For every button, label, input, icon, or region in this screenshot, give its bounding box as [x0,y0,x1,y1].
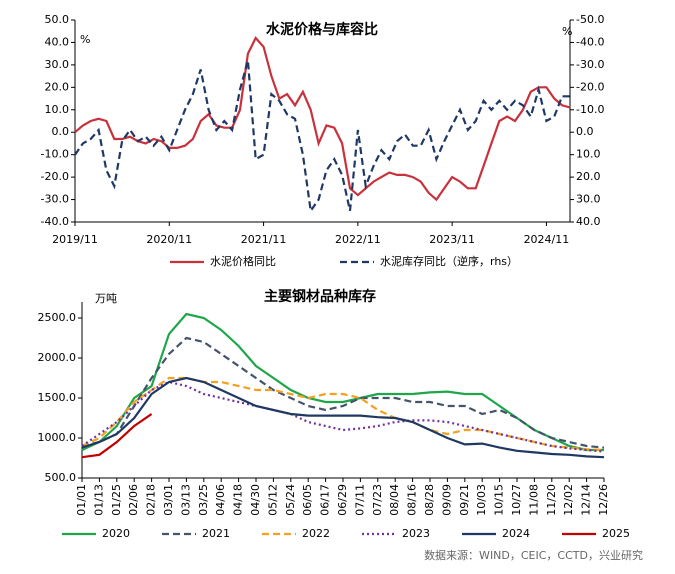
y-tick-label: -40.0 [41,215,69,228]
y2-tick-label: -10.0 [576,103,604,116]
y-tick-label: 20.0 [45,80,70,93]
legend-label: 水泥库存同比（逆序，rhs） [380,254,518,268]
x-tick-label: 03/13 [179,484,192,516]
legend-label: 2023 [402,527,430,540]
y2-tick-label: 10.0 [576,148,601,161]
y-tick-label: -20.0 [41,170,69,183]
y-tick-label: 50.0 [45,13,70,26]
x-tick-label: 12/26 [597,484,610,516]
y-tick-label: 30.0 [45,58,70,71]
x-tick-label: 09/21 [458,484,471,516]
x-tick-label: 2024/11 [524,233,570,246]
x-tick-label: 12/14 [580,484,593,516]
legend-label: 2021 [202,527,230,540]
series-line [74,36,571,202]
legend-label: 2024 [502,527,530,540]
x-tick-label: 10/27 [510,484,523,516]
x-tick-label: 06/29 [336,484,349,516]
source: 数据来源：WIND，CEIC，CCTD，兴业研究 [424,548,643,562]
y2-tick-label: 40.0 [576,215,601,228]
x-tick-label: 2023/11 [429,233,475,246]
series-line [81,376,605,459]
legend-label: 2020 [102,527,130,540]
x-tick-label: 2021/11 [241,233,287,246]
x-tick-label: 07/23 [371,484,384,516]
y2-tick-label: 0.0 [576,125,594,138]
x-tick-label: 07/11 [353,484,366,516]
y-tick-label: 0.0 [52,125,70,138]
y2-tick-label: 20.0 [576,170,601,183]
x-tick-label: 02/06 [127,484,140,516]
unit-left: 万吨 [95,292,117,305]
y-tick-label: 40.0 [45,35,70,48]
y-tick-label: 2000.0 [38,351,77,364]
y-tick-label: -30.0 [41,193,69,206]
series-line [74,60,570,214]
x-tick-label: 10/15 [493,484,506,516]
y2-tick-label: -30.0 [576,58,604,71]
series-line [81,376,605,452]
unit-right: % [562,25,572,38]
x-tick-label: 11/08 [527,484,540,516]
y2-tick-label: 30.0 [576,193,601,206]
chart-title: 水泥价格与库容比 [266,21,378,38]
x-tick-label: 12/02 [562,484,575,516]
x-tick-label: 05/24 [284,484,297,516]
series-line [81,413,153,459]
chart-title: 主要钢材品种库存 [264,288,376,305]
x-tick-label: 11/20 [545,484,558,516]
x-tick-label: 02/18 [145,484,158,516]
x-tick-label: 06/05 [301,484,314,516]
x-tick-label: 03/25 [197,484,210,516]
x-tick-label: 10/03 [475,484,488,516]
y2-tick-label: -50.0 [576,13,604,26]
y-tick-label: 2500.0 [38,311,77,324]
x-tick-label: 06/17 [319,484,332,516]
x-tick-label: 08/04 [388,484,401,516]
y-tick-label: -10.0 [41,148,69,161]
x-tick-label: 2019/11 [52,233,98,246]
x-tick-label: 09/09 [440,484,453,516]
x-tick-label: 2020/11 [146,233,192,246]
x-tick-label: 01/01 [75,484,88,516]
legend-label: 水泥价格同比 [210,254,276,268]
y-tick-label: 1500.0 [38,391,77,404]
unit-left: % [80,33,90,46]
x-tick-label: 04/06 [214,484,227,516]
x-tick-label: 04/18 [232,484,245,516]
y2-tick-label: -20.0 [576,80,604,93]
y-tick-label: 10.0 [45,103,70,116]
x-tick-label: 05/12 [266,484,279,516]
series-line [81,312,604,452]
x-tick-label: 08/16 [406,484,419,516]
x-tick-label: 01/25 [110,484,123,516]
x-tick-label: 08/28 [423,484,436,516]
y2-tick-label: -40.0 [576,35,604,48]
x-tick-label: 01/13 [92,484,105,516]
x-tick-label: 04/30 [249,484,262,516]
x-tick-label: 2022/11 [335,233,381,246]
y-tick-label: 1000.0 [38,431,77,444]
legend-label: 2025 [602,527,630,540]
y-tick-label: 500.0 [45,471,77,484]
series-line [81,380,605,453]
x-tick-label: 03/01 [162,484,175,516]
legend-label: 2022 [302,527,330,540]
series-line [81,336,605,449]
